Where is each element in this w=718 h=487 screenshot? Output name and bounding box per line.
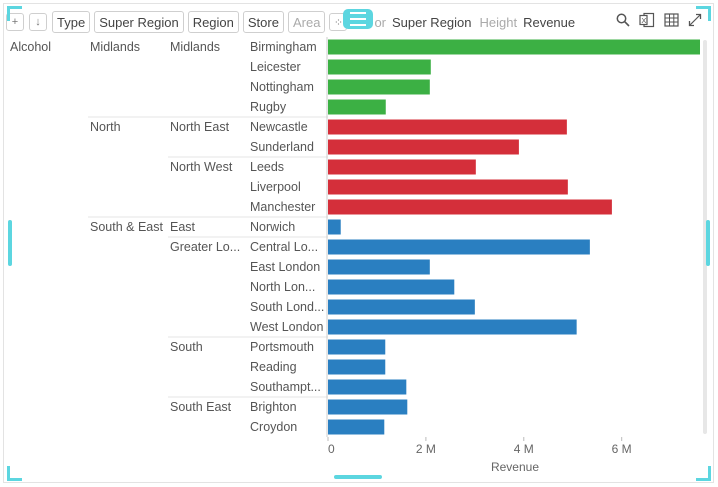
resize-handle-top-left[interactable] bbox=[7, 6, 22, 21]
label-store: Leicester bbox=[250, 60, 301, 74]
visual-actions: X bbox=[614, 11, 704, 29]
label-store: Nottingham bbox=[250, 80, 314, 94]
resize-handle-bottom-right[interactable] bbox=[696, 466, 711, 481]
area-slot[interactable]: Area bbox=[287, 11, 326, 33]
excel-export-icon[interactable]: X bbox=[638, 11, 656, 29]
bar[interactable] bbox=[328, 259, 430, 275]
label-store: Leeds bbox=[250, 160, 284, 174]
label-store: Portsmouth bbox=[250, 340, 314, 354]
resize-handle-bottom[interactable] bbox=[334, 475, 382, 479]
label-super-region: South & East bbox=[90, 220, 163, 234]
bar[interactable] bbox=[328, 79, 430, 95]
label-store: Manchester bbox=[250, 200, 315, 214]
label-store: South Lond... bbox=[250, 300, 324, 314]
bar[interactable] bbox=[328, 379, 407, 395]
resize-handle-right[interactable] bbox=[706, 220, 710, 266]
search-icon[interactable] bbox=[614, 11, 632, 29]
expand-icon[interactable] bbox=[686, 11, 704, 29]
visual-frame bbox=[3, 3, 714, 483]
x-tick-label: 2 M bbox=[416, 442, 436, 456]
svg-text:X: X bbox=[641, 16, 646, 25]
label-store: North Lon... bbox=[250, 280, 315, 294]
color-by-label[interactable]: Super Region bbox=[392, 14, 472, 30]
label-store: Norwich bbox=[250, 220, 295, 234]
label-store: Rugby bbox=[250, 100, 287, 114]
sort-icon[interactable]: ↓ bbox=[29, 13, 47, 31]
label-store: Brighton bbox=[250, 400, 297, 414]
label-super-region: North bbox=[90, 120, 121, 134]
bar[interactable] bbox=[328, 319, 577, 335]
x-tick-label: 0 bbox=[328, 442, 335, 456]
label-region: South East bbox=[170, 400, 232, 414]
label-region: Greater Lo... bbox=[170, 240, 240, 254]
bar[interactable] bbox=[328, 399, 408, 415]
label-store: West London bbox=[250, 320, 323, 334]
x-axis-title: Revenue bbox=[491, 460, 539, 474]
label-store: Croydon bbox=[250, 420, 297, 434]
bar[interactable] bbox=[328, 159, 476, 175]
chip-store[interactable]: Store bbox=[242, 11, 284, 33]
label-store: Liverpool bbox=[250, 180, 301, 194]
menu-icon[interactable] bbox=[343, 9, 373, 29]
label-super-region: Midlands bbox=[90, 40, 140, 54]
label-region: South bbox=[170, 340, 203, 354]
x-tick-label: 6 M bbox=[612, 442, 632, 456]
label-store: Birmingham bbox=[250, 40, 317, 54]
toolbar: + ↓ Type Super Region Region Store Area … bbox=[6, 9, 579, 35]
bar[interactable] bbox=[328, 139, 519, 155]
bar[interactable] bbox=[328, 299, 475, 315]
label-store: Southampt... bbox=[250, 380, 321, 394]
bar[interactable] bbox=[328, 339, 386, 355]
bar[interactable] bbox=[328, 99, 386, 115]
height-by-label[interactable]: Revenue bbox=[523, 14, 576, 30]
table-icon[interactable] bbox=[662, 11, 680, 29]
resize-handle-left[interactable] bbox=[8, 220, 12, 266]
bar[interactable] bbox=[328, 279, 455, 295]
label-region: Midlands bbox=[170, 40, 220, 54]
height-prefix: Height bbox=[479, 14, 518, 30]
bar[interactable] bbox=[328, 359, 386, 375]
bar[interactable] bbox=[328, 39, 700, 55]
vertical-scrollbar[interactable] bbox=[703, 40, 707, 434]
label-region: North East bbox=[170, 120, 230, 134]
x-tick-label: 4 M bbox=[514, 442, 534, 456]
label-store: Central Lo... bbox=[250, 240, 318, 254]
chip-region[interactable]: Region bbox=[187, 11, 239, 33]
bar[interactable] bbox=[328, 219, 341, 235]
label-type: Alcohol bbox=[10, 40, 51, 54]
bar[interactable] bbox=[328, 59, 431, 75]
label-store: Newcastle bbox=[250, 120, 308, 134]
chip-type[interactable]: Type bbox=[52, 11, 91, 33]
resize-handle-bottom-left[interactable] bbox=[7, 466, 22, 481]
label-region: North West bbox=[170, 160, 233, 174]
bar[interactable] bbox=[328, 419, 385, 435]
label-region: East bbox=[170, 220, 196, 234]
label-store: Reading bbox=[250, 360, 297, 374]
label-store: Sunderland bbox=[250, 140, 314, 154]
bar[interactable] bbox=[328, 119, 567, 135]
color-prefix: or bbox=[374, 14, 386, 30]
add-visual-icon[interactable]: + bbox=[6, 13, 24, 31]
bar[interactable] bbox=[328, 199, 612, 215]
bar[interactable] bbox=[328, 179, 568, 195]
bar[interactable] bbox=[328, 239, 590, 255]
resize-handle-top-right[interactable] bbox=[696, 6, 711, 21]
label-store: East London bbox=[250, 260, 320, 274]
chip-super-region[interactable]: Super Region bbox=[94, 11, 184, 33]
